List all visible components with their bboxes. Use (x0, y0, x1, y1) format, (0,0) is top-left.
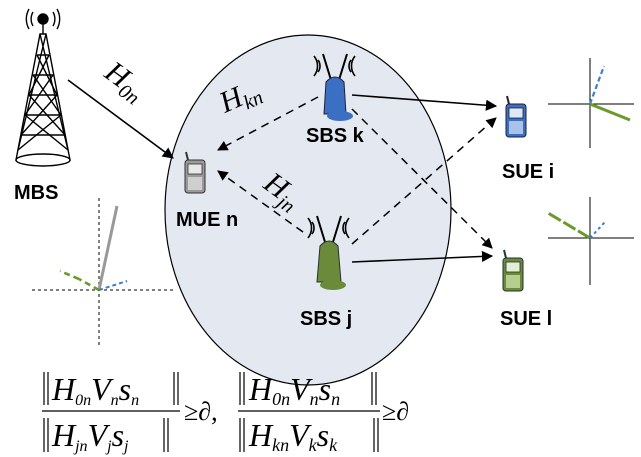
beam-diagram-sue-l (547, 197, 634, 285)
tower-icon (15, 8, 71, 167)
link-sbsj-suel (351, 250, 494, 263)
svg-text:≥∂,: ≥∂, (184, 397, 218, 426)
link-sbsk-suel (351, 108, 493, 249)
svg-text:H0nVnsn: H0nVnsn (248, 371, 340, 409)
beam-diagram-mue (32, 198, 175, 345)
sue-i-label: SUE i (502, 161, 554, 183)
link-sbsj-suei (351, 117, 497, 245)
small-cell-area (164, 34, 452, 386)
link-sbsk-mue (217, 96, 319, 151)
svg-text:H0nVnsn: H0nVnsn (51, 371, 139, 409)
sbs-j-antenna-icon (307, 215, 350, 290)
link-mbs-mue (67, 79, 174, 159)
sue-i-phone-icon (505, 95, 527, 138)
beam-diagram-sue-i (548, 58, 634, 148)
link-sbsj-mue (217, 170, 304, 233)
sinr-condition-1: H0nVnsn HjnVjsj ≥∂, (42, 371, 218, 455)
mbs-label: MBS (14, 182, 58, 204)
sbs-k-antenna-icon (313, 53, 356, 121)
channel-h0n: H0n (96, 54, 152, 109)
sinr-condition-2: H0nVnsn HknVksk ≥∂ (238, 371, 409, 455)
link-sbsk-suei (351, 94, 498, 111)
mue-label: MUE n (176, 209, 238, 231)
sbs-k-label: SBS k (306, 125, 365, 147)
svg-text:≥∂: ≥∂ (382, 397, 409, 426)
svg-text:HjnVjsj: HjnVjsj (51, 417, 129, 455)
sue-l-label: SUE l (500, 308, 552, 330)
svg-text:HknVksk: HknVksk (248, 417, 338, 455)
sue-l-phone-icon (502, 249, 524, 292)
sbs-j-label: SBS j (300, 308, 352, 330)
mue-phone-icon (184, 151, 206, 194)
